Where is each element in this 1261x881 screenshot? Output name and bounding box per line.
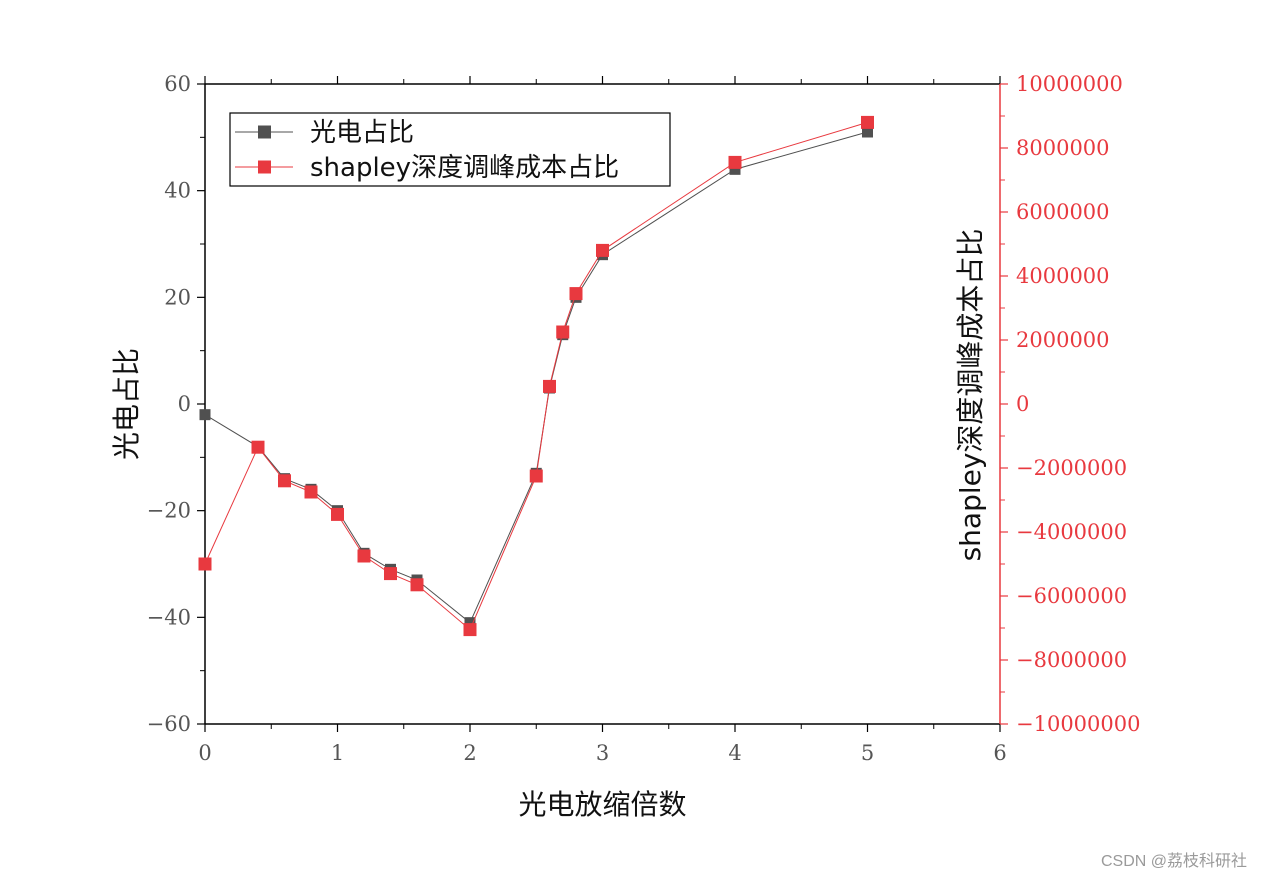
- x-tick-label: 3: [596, 741, 609, 765]
- series-2-point: [304, 485, 318, 499]
- y-tick-label: −20: [147, 499, 191, 523]
- x-tick-label: 4: [728, 741, 741, 765]
- series-2-point: [596, 243, 609, 257]
- y2-tick-label: 6000000: [1016, 200, 1110, 224]
- series-line-1: [204, 131, 868, 624]
- legend-label-2: shapley深度调峰成本占比: [310, 153, 619, 183]
- x-tick-label: 5: [861, 741, 874, 765]
- series-1-point: [862, 126, 873, 138]
- series-1-point: [199, 409, 211, 421]
- series-2-point: [251, 440, 265, 454]
- x-tick-label: 0: [198, 741, 211, 765]
- x-axis-title: 光电放缩倍数: [518, 788, 686, 821]
- y2-tick-label: 8000000: [1016, 136, 1110, 160]
- legend-label-1: 光电占比: [310, 118, 414, 148]
- series-2-point: [728, 155, 742, 169]
- series-2-point: [529, 469, 543, 483]
- legend-marker-1: [258, 125, 271, 139]
- y-tick-label: 20: [164, 285, 191, 309]
- y2-tick-label: −8000000: [1016, 648, 1127, 672]
- y2-tick-label: −6000000: [1016, 584, 1127, 608]
- legend-marker-2: [258, 160, 271, 174]
- x-tick-label: 2: [463, 741, 476, 765]
- y-tick-label: 0: [178, 392, 191, 416]
- x-tick-label: 1: [331, 741, 344, 765]
- y2-tick-label: 10000000: [1016, 72, 1123, 96]
- series-1-point: [729, 163, 741, 175]
- y2-tick-label: 2000000: [1016, 328, 1110, 352]
- series-2-point: [463, 623, 477, 637]
- y2-tick-label: −10000000: [1016, 712, 1140, 736]
- series-1-point: [464, 617, 476, 629]
- series-2-point: [331, 507, 344, 521]
- series-2-point: [357, 549, 371, 563]
- y-axis-title: 光电占比: [110, 348, 143, 460]
- series-line-2: [204, 121, 868, 631]
- y2-axis-title: shapley深度调峰成本占比: [954, 229, 987, 562]
- y2-tick-label: −2000000: [1016, 456, 1127, 480]
- series-2-point: [556, 325, 570, 339]
- y2-tick-label: 0: [1016, 392, 1029, 416]
- y-tick-label: −40: [147, 605, 191, 629]
- y-tick-label: −60: [147, 712, 191, 736]
- series-2-point: [410, 578, 424, 592]
- x-tick-label: 6: [993, 741, 1006, 765]
- y2-tick-label: 4000000: [1016, 264, 1110, 288]
- series-2-point: [569, 287, 583, 301]
- legend-box: [229, 112, 671, 187]
- y2-tick-label: −4000000: [1016, 520, 1127, 544]
- series-2-point: [278, 474, 291, 488]
- series-2-point: [198, 557, 212, 571]
- watermark: CSDN @荔枝科研社: [1100, 853, 1247, 870]
- y-tick-label: 40: [164, 179, 191, 203]
- y-tick-label: 60: [164, 72, 191, 96]
- series-2-point: [384, 567, 397, 581]
- series-2-point: [543, 379, 556, 393]
- series-2-point: [861, 115, 874, 129]
